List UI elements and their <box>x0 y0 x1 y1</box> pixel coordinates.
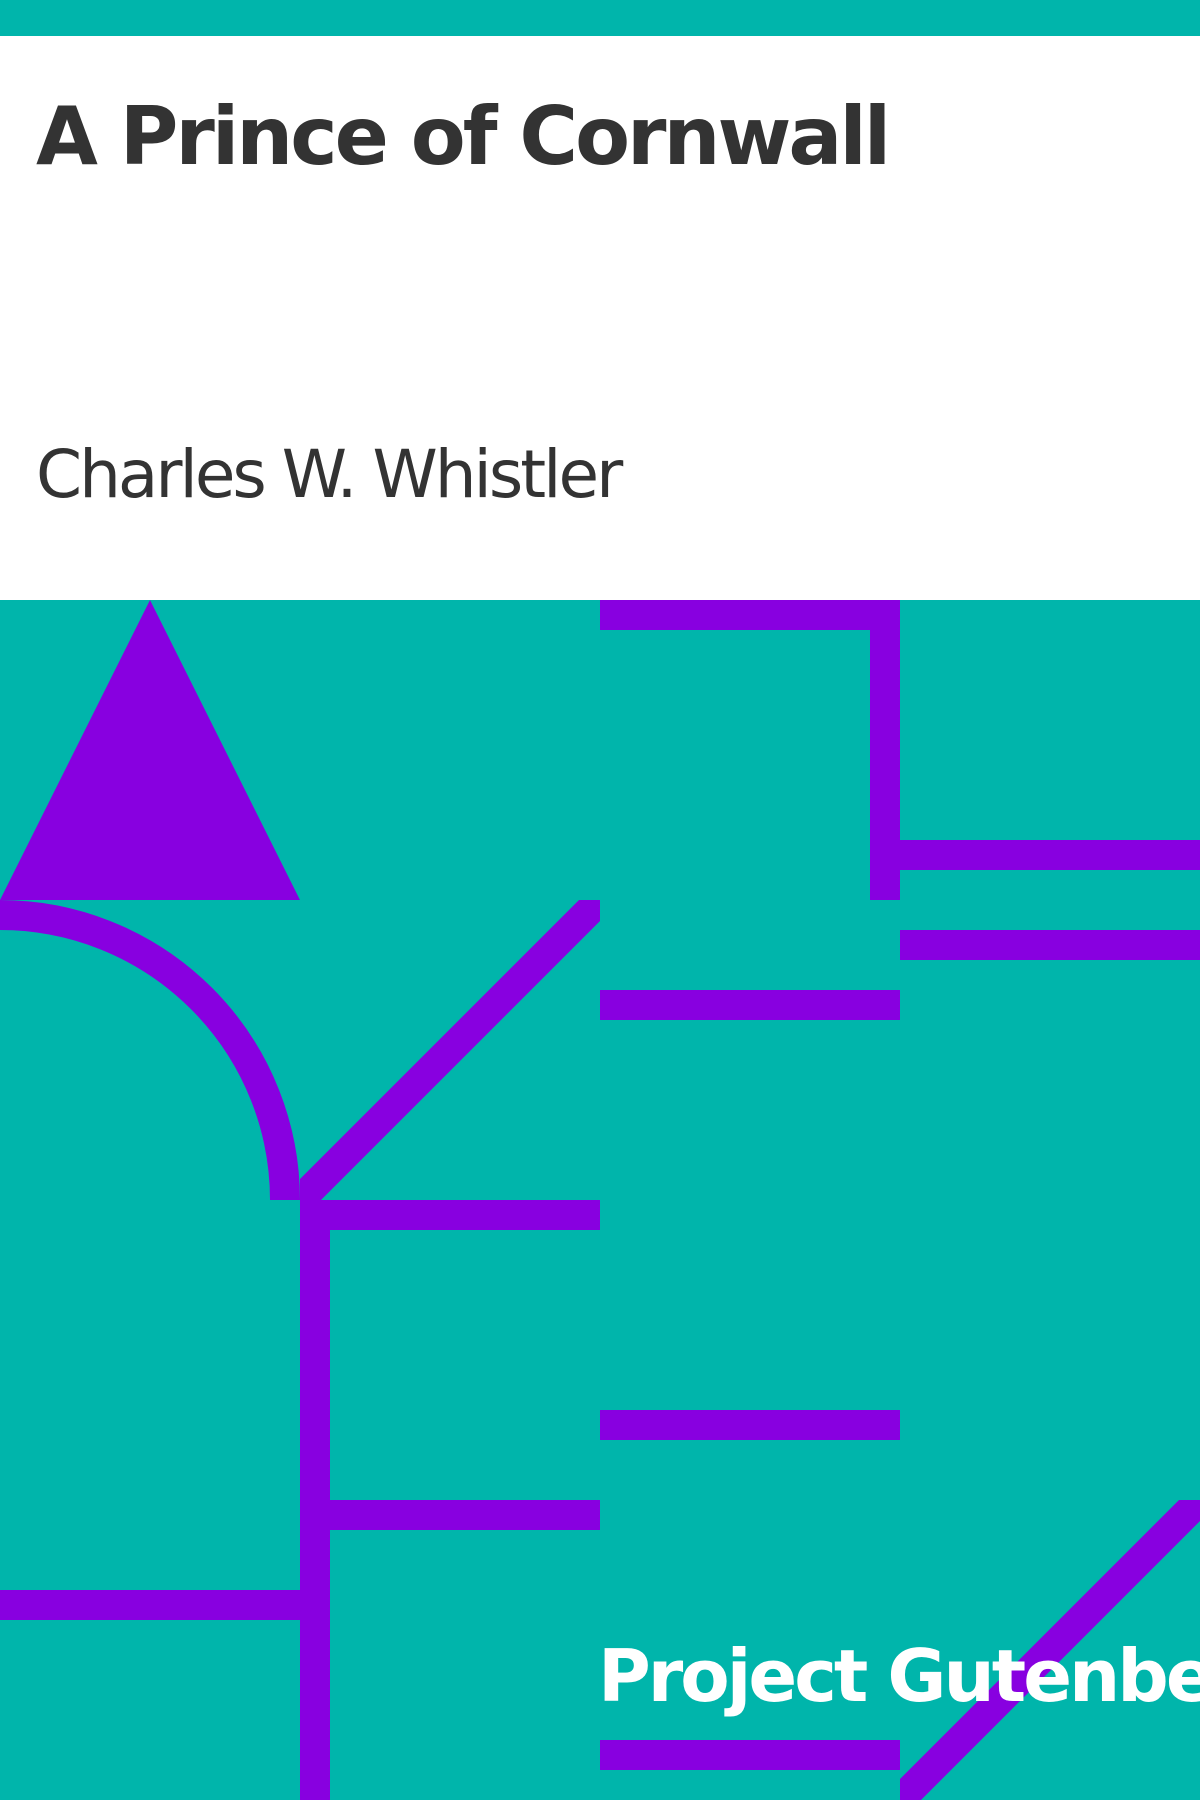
left-edge-bar <box>0 1590 300 1620</box>
diagonal-band-upper <box>300 900 600 1200</box>
top-bar <box>600 600 900 630</box>
bottom-bar <box>600 1740 900 1770</box>
title-panel: A Prince of Cornwall Charles W. Whistler <box>0 36 1200 600</box>
cover-pattern <box>0 600 1200 1800</box>
publisher-name: Project Gutenberg <box>598 1634 1200 1718</box>
left-bar-lower <box>300 1500 600 1530</box>
triangle-shape <box>0 600 300 900</box>
arc-shape <box>0 900 300 1201</box>
top-color-band <box>0 0 1200 36</box>
diagonal-band-lower <box>900 1500 1200 1800</box>
book-title: A Prince of Cornwall <box>36 90 891 183</box>
right-bar-lower <box>900 930 1200 960</box>
middle-bar-upper <box>600 990 900 1020</box>
junction-bar <box>300 1200 600 1230</box>
book-author: Charles W. Whistler <box>36 436 623 513</box>
right-bar-upper <box>900 840 1200 870</box>
vertical-bar-right <box>870 600 900 900</box>
middle-bar-lower <box>600 1410 900 1440</box>
